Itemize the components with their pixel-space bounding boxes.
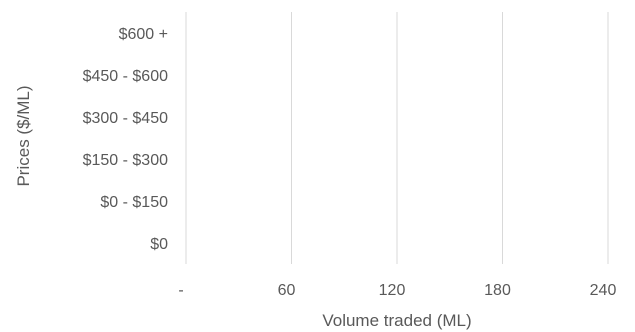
- x-tick-label: 240: [590, 282, 617, 299]
- y-tick-label: $300 - $450: [83, 110, 169, 127]
- x-tick-label: 120: [379, 282, 406, 299]
- y-tick-label: $0 - $150: [100, 194, 168, 211]
- grid-lines: [185, 12, 609, 264]
- x-tick-label: 180: [484, 282, 511, 299]
- y-tick-label: $600 +: [119, 26, 168, 43]
- y-tick-label: $150 - $300: [83, 152, 169, 169]
- x-tick-label: -: [178, 282, 183, 299]
- x-axis-tick-labels: - 60 120 180 240: [178, 282, 616, 299]
- x-axis-title: Volume traded (ML): [322, 311, 471, 330]
- x-tick-label: 60: [278, 282, 296, 299]
- y-tick-label: $450 - $600: [83, 68, 169, 85]
- y-axis-title: Prices ($/ML): [14, 85, 33, 186]
- y-tick-label: $0: [150, 236, 168, 253]
- y-axis-tick-labels: $0 $0 - $150 $150 - $300 $300 - $450 $450 - …: [83, 26, 169, 253]
